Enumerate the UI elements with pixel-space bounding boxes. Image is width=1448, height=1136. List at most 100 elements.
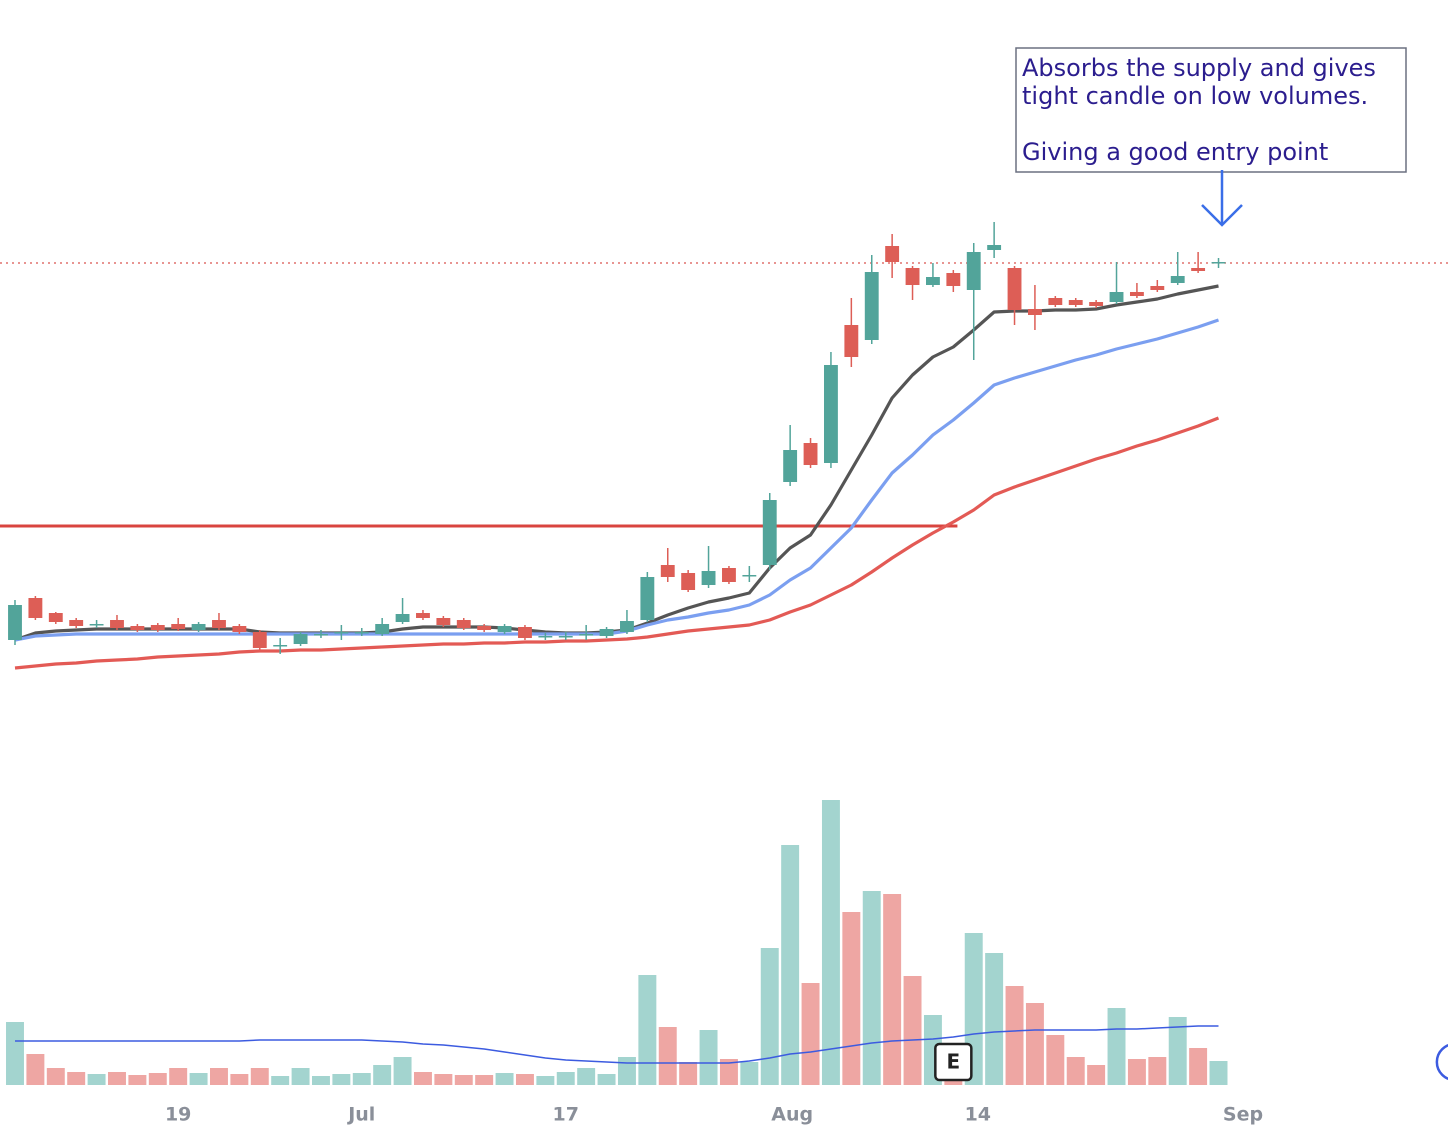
volume-bar: [985, 953, 1004, 1085]
candle-body: [89, 624, 104, 626]
event-badge: [1435, 1044, 1448, 1080]
candle-body: [130, 626, 145, 630]
volume-bar: [1168, 1017, 1187, 1085]
event-label: D: [1447, 1050, 1448, 1074]
x-tick-label: Aug: [771, 1104, 813, 1126]
candle-body: [701, 571, 716, 585]
candle-body: [150, 625, 165, 630]
volume-bar: [597, 1074, 616, 1085]
annotation-text: Giving a good entry point: [1022, 138, 1328, 166]
candle-body: [1109, 292, 1124, 302]
candle-body: [905, 268, 920, 285]
candle-body: [314, 634, 328, 636]
candle-body: [273, 645, 288, 647]
candle-body: [742, 575, 757, 577]
volume-bar: [128, 1075, 147, 1085]
volume-bar: [189, 1073, 208, 1085]
candle-body: [252, 632, 267, 648]
volume-bar: [87, 1074, 106, 1085]
candle-body: [620, 621, 634, 632]
volume-bar: [6, 1022, 24, 1085]
volume-bar: [821, 800, 840, 1085]
volume-bar: [393, 1057, 412, 1085]
volume-bar: [413, 1072, 432, 1085]
candle-body: [640, 577, 655, 620]
volume-bar: [454, 1075, 473, 1085]
moving-average-line: [14, 318, 1220, 642]
moving-average-line: [14, 416, 1220, 670]
candle-body: [191, 624, 206, 630]
volume-bar: [230, 1074, 249, 1085]
volume-bar: [556, 1072, 575, 1085]
candle-body: [660, 565, 675, 577]
volume-bar: [883, 894, 902, 1085]
candle-body: [844, 325, 859, 357]
volume-bar: [169, 1068, 188, 1085]
volume-bar: [1087, 1065, 1106, 1085]
volume-bar: [26, 1054, 45, 1085]
volume-bar: [311, 1076, 330, 1085]
volume-bar: [577, 1068, 596, 1085]
volume-average-line: [15, 1025, 1219, 1064]
volume-bar: [1046, 1035, 1065, 1085]
candle-body: [885, 246, 900, 262]
volume-bar: [515, 1074, 534, 1085]
candle-body: [293, 634, 308, 644]
candle-body: [579, 634, 594, 636]
candle-body: [334, 632, 349, 634]
annotation-text: Absorbs the supply and gives: [1022, 54, 1376, 82]
volume-bar: [1127, 1059, 1146, 1085]
volume-bar: [760, 948, 779, 1085]
x-tick-label: Jul: [346, 1104, 375, 1126]
candle-body: [538, 636, 553, 638]
volume-bar: [1189, 1048, 1208, 1085]
volume-bar: [1209, 1061, 1228, 1085]
candle-body: [8, 605, 22, 640]
volume-bar: [740, 1062, 759, 1085]
candle-body: [966, 252, 981, 290]
volume-bar: [862, 891, 881, 1085]
arrow: [1201, 170, 1243, 227]
x-tick-label: 14: [965, 1104, 991, 1126]
candle-body: [232, 626, 247, 632]
candle-body: [1129, 292, 1144, 296]
volume-bar: [1005, 986, 1024, 1085]
candle-body: [375, 624, 390, 634]
volume-bar: [536, 1076, 555, 1085]
volume-bar: [108, 1072, 126, 1085]
volume-bar: [781, 845, 800, 1085]
candle-body: [599, 629, 614, 636]
candle-body: [946, 273, 961, 286]
x-tick-label: 19: [165, 1104, 191, 1126]
candle-body: [69, 620, 84, 626]
candle-body: [824, 365, 838, 463]
volume-bar: [801, 983, 820, 1085]
event-label: E: [946, 1050, 960, 1074]
volume-bar: [1107, 1008, 1126, 1085]
annotation-box: [1015, 47, 1407, 173]
volume-bar: [475, 1075, 494, 1085]
candle-body: [497, 626, 512, 632]
volume-bar: [617, 1057, 636, 1085]
volume-bar: [842, 912, 861, 1085]
volume-bar: [1066, 1057, 1085, 1085]
volume-bar: [373, 1065, 392, 1085]
candle-body: [1027, 309, 1042, 315]
volume-bar: [1148, 1057, 1167, 1085]
volume-bar: [434, 1074, 453, 1085]
candle-body: [48, 613, 63, 622]
volume-bar: [1025, 1003, 1044, 1085]
volume-bar: [658, 1027, 677, 1085]
volume-bar: [46, 1068, 65, 1085]
candle-body: [1068, 300, 1083, 305]
candle-body: [456, 620, 471, 628]
volume-bar: [271, 1076, 290, 1085]
candle-body: [925, 277, 940, 285]
volume-bar: [719, 1059, 738, 1085]
candle-body: [477, 626, 492, 630]
candle-body: [681, 573, 696, 590]
candle-body: [354, 632, 369, 634]
volume-bar: [332, 1074, 351, 1085]
candle-body: [558, 636, 573, 638]
